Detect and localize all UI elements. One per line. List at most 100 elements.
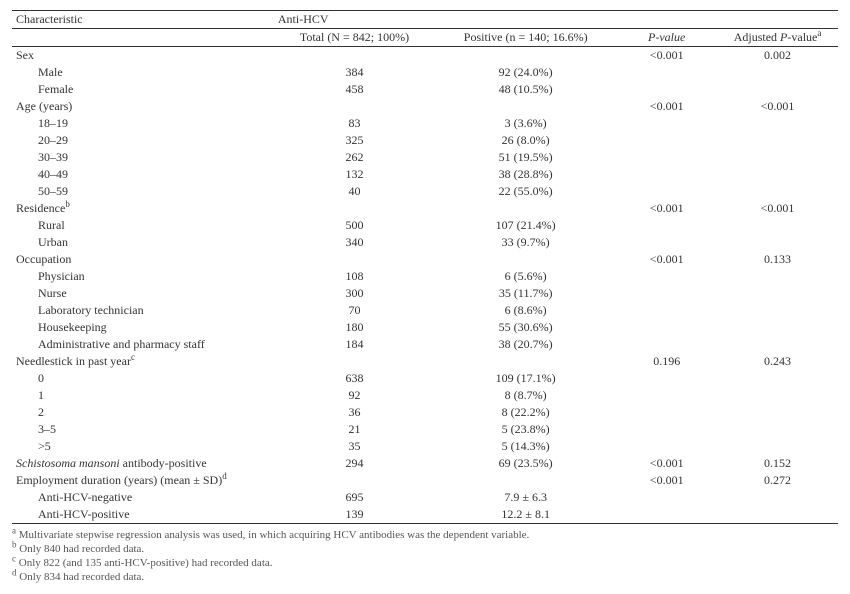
row-total: 36 [348, 405, 360, 419]
header-characteristic: Characteristic [16, 12, 83, 26]
row-label: 30–39 [38, 150, 68, 164]
row-positive: 38 (20.7%) [499, 337, 553, 351]
row-positive: 38 (28.8%) [499, 167, 553, 181]
group-adjp: 0.243 [764, 354, 791, 368]
row-total: 458 [345, 82, 363, 96]
row-label: 1 [38, 388, 44, 402]
group-sup: b [65, 199, 70, 209]
footnote-sup: a [12, 525, 16, 535]
schisto-label: Schistosoma mansoni antibody-positive [16, 456, 207, 470]
row-label: 2 [38, 405, 44, 419]
schisto-adjp: 0.152 [764, 456, 791, 470]
row-label: Urban [38, 235, 68, 249]
emp-pvalue: <0.001 [650, 473, 684, 487]
footnote-text: Multivariate stepwise regression analysi… [19, 529, 530, 541]
row-total: 300 [345, 286, 363, 300]
header-total: Total (N = 842; 100%) [300, 30, 409, 44]
row-label: 18–19 [38, 116, 68, 130]
footnote: c Only 822 (and 135 anti-HCV-positive) h… [12, 556, 838, 570]
cell-header-char: Characteristic [12, 11, 274, 29]
row-positive: 8 (8.7%) [505, 388, 547, 402]
row-label: 20–29 [38, 133, 68, 147]
row-total: 325 [345, 133, 363, 147]
header-adj-sup: a [817, 28, 821, 38]
header-pvalue: P-value [648, 30, 685, 44]
emp-adjp: 0.272 [764, 473, 791, 487]
row-positive: 33 (9.7%) [502, 235, 550, 249]
row-label: Administrative and pharmacy staff [38, 337, 205, 351]
row-positive: 26 (8.0%) [502, 133, 550, 147]
emp-row-label: Anti-HCV-positive [38, 507, 130, 521]
group-label: Sex [16, 48, 34, 62]
row-total: 184 [345, 337, 363, 351]
row-label: >5 [38, 439, 51, 453]
group-adjp: <0.001 [761, 99, 795, 113]
group-pvalue: <0.001 [650, 252, 684, 266]
row-total: 262 [345, 150, 363, 164]
row-total: 40 [348, 184, 360, 198]
footnotes-block: a Multivariate stepwise regression analy… [12, 528, 838, 584]
row-label: Nurse [38, 286, 67, 300]
schisto-pvalue: <0.001 [650, 456, 684, 470]
group-adjp: 0.002 [764, 48, 791, 62]
row-positive: 48 (10.5%) [499, 82, 553, 96]
group-label: Residence [16, 201, 65, 215]
footnote-text: Only 822 (and 135 anti-HCV-positive) had… [19, 557, 273, 569]
emp-row-total: 139 [345, 507, 363, 521]
group-pvalue: <0.001 [650, 201, 684, 215]
schisto-positive: 69 (23.5%) [499, 456, 553, 470]
row-label: 3–5 [38, 422, 56, 436]
group-label: Age (years) [16, 99, 72, 113]
row-total: 132 [345, 167, 363, 181]
row-positive: 3 (3.6%) [505, 116, 547, 130]
footnote-sup: b [12, 539, 17, 549]
row-total: 108 [345, 269, 363, 283]
row-label: Male [38, 65, 63, 79]
row-total: 83 [348, 116, 360, 130]
row-positive: 107 (21.4%) [496, 218, 556, 232]
emp-row-positive: 12.2 ± 8.1 [501, 507, 550, 521]
group-pvalue: <0.001 [650, 99, 684, 113]
footnote-text: Only 840 had recorded data. [19, 543, 144, 555]
footnote: b Only 840 had recorded data. [12, 542, 838, 556]
row-label: Physician [38, 269, 85, 283]
row-total: 384 [345, 65, 363, 79]
row-positive: 55 (30.6%) [499, 320, 553, 334]
row-positive: 92 (24.0%) [499, 65, 553, 79]
emp-row-positive: 7.9 ± 6.3 [504, 490, 547, 504]
row-positive: 5 (14.3%) [502, 439, 550, 453]
header-antihcv: Anti-HCV [274, 11, 838, 29]
group-label: Needlestick in past year [16, 354, 131, 368]
row-positive: 51 (19.5%) [499, 150, 553, 164]
row-label: Female [38, 82, 73, 96]
row-total: 638 [345, 371, 363, 385]
header-adj-pvalue: Adjusted P-value [734, 30, 818, 44]
emp-row-total: 695 [345, 490, 363, 504]
anti-hcv-table: Characteristic Anti-HCVTotal (N = 842; 10… [12, 10, 838, 524]
row-positive: 35 (11.7%) [499, 286, 553, 300]
row-total: 180 [345, 320, 363, 334]
row-label: Rural [38, 218, 65, 232]
row-positive: 109 (17.1%) [496, 371, 556, 385]
row-positive: 8 (22.2%) [502, 405, 550, 419]
group-pvalue: <0.001 [650, 48, 684, 62]
row-positive: 5 (23.8%) [502, 422, 550, 436]
footnote: d Only 834 had recorded data. [12, 570, 838, 584]
row-positive: 22 (55.0%) [499, 184, 553, 198]
group-label: Occupation [16, 252, 71, 266]
header-positive: Positive (n = 140; 16.6%) [464, 30, 588, 44]
row-label: Laboratory technician [38, 303, 144, 317]
footnote-text: Only 834 had recorded data. [19, 571, 144, 583]
row-total: 70 [348, 303, 360, 317]
emp-label: Employment duration (years) (mean ± SD) [16, 473, 222, 487]
group-pvalue: 0.196 [653, 354, 680, 368]
group-adjp: <0.001 [761, 201, 795, 215]
emp-row-label: Anti-HCV-negative [38, 490, 132, 504]
row-label: 0 [38, 371, 44, 385]
row-total: 92 [348, 388, 360, 402]
row-total: 500 [345, 218, 363, 232]
row-label: 50–59 [38, 184, 68, 198]
schisto-total: 294 [345, 456, 363, 470]
row-positive: 6 (5.6%) [505, 269, 547, 283]
footnote: a Multivariate stepwise regression analy… [12, 528, 838, 542]
